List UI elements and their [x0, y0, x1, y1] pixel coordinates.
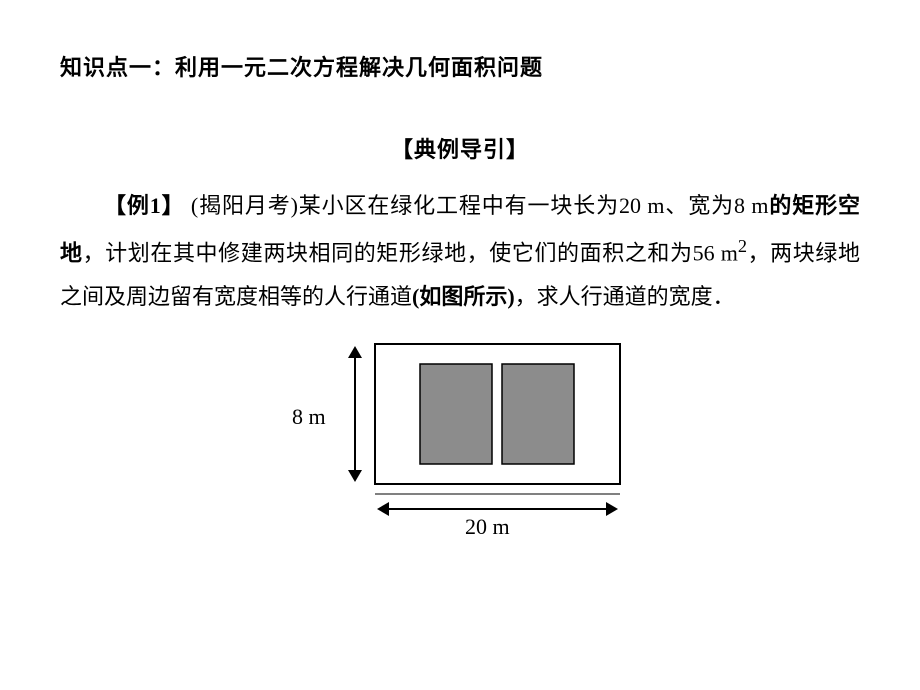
bold-phrase-2: (如图所示) [412, 284, 515, 309]
problem-body-1: 某小区在绿化工程中有一块长为20 m、宽为8 m [298, 193, 769, 218]
geometry-diagram: 8 m 20 m [290, 334, 630, 554]
superscript-2: 2 [738, 236, 747, 256]
example-label: 【例1】 [104, 193, 185, 218]
svg-text:8 m: 8 m [292, 404, 326, 429]
page-content: 知识点一：利用一元二次方程解决几何面积问题 【典例导引】 【例1】 (揭阳月考)… [0, 0, 920, 574]
problem-body-2: ，计划在其中修建两块相同的矩形绿地，使它们的面积之和为56 m [83, 240, 738, 265]
problem-source: (揭阳月考) [191, 193, 298, 218]
diagram-container: 8 m 20 m [60, 334, 860, 554]
knowledge-point-heading: 知识点一：利用一元二次方程解决几何面积问题 [60, 50, 860, 82]
problem-statement: 【例1】 (揭阳月考)某小区在绿化工程中有一块长为20 m、宽为8 m的矩形空地… [60, 184, 860, 319]
svg-text:20 m: 20 m [465, 514, 510, 539]
example-section-header: 【典例导引】 [60, 132, 860, 164]
problem-body-4: ，求人行通道的宽度． [515, 284, 735, 309]
